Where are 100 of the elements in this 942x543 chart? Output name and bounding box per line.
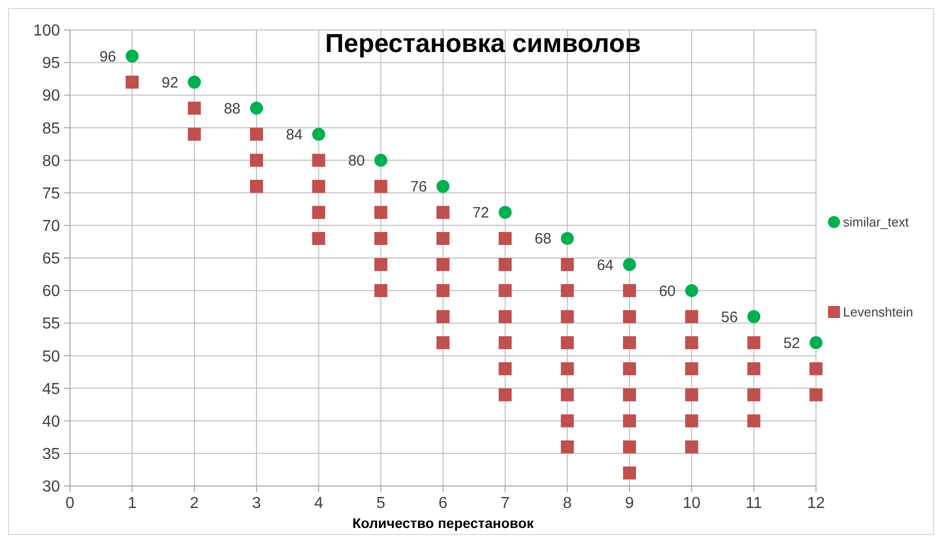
x-tick-label: 6: [438, 495, 448, 512]
point: [498, 388, 512, 402]
point: [685, 310, 698, 324]
y-tick-label: 40: [42, 413, 60, 430]
point: [374, 258, 388, 272]
point: [498, 336, 512, 350]
point: [436, 180, 450, 193]
point: [498, 310, 512, 324]
point: [623, 466, 636, 480]
y-tick-label: 80: [42, 152, 60, 170]
point: [436, 336, 450, 350]
data-label: 52: [783, 334, 800, 352]
point: [188, 76, 201, 89]
point: [498, 232, 512, 245]
data-label: 72: [472, 204, 490, 222]
data-label: 88: [224, 100, 240, 118]
y-tick-label: 55: [42, 316, 60, 333]
x-tick-label: 1: [128, 495, 137, 512]
point: [312, 128, 326, 141]
point: [623, 414, 636, 428]
y-tick-label: 95: [42, 55, 60, 72]
point: [374, 206, 388, 219]
data-label: 56: [721, 308, 738, 326]
y-tick-label: 45: [42, 380, 60, 398]
point: [374, 180, 388, 193]
y-tick-label: 90: [42, 88, 60, 105]
data-label: 96: [99, 48, 116, 66]
point: [685, 362, 698, 376]
x-tick-label: 7: [500, 495, 510, 512]
point: [623, 258, 636, 272]
point: [312, 180, 326, 193]
x-tick-label: 11: [746, 495, 762, 512]
point: [747, 310, 760, 324]
y-tick-label: 100: [33, 22, 60, 40]
point: [623, 336, 636, 350]
x-tick-label: 0: [66, 495, 75, 512]
point: [623, 388, 636, 402]
point: [747, 388, 760, 402]
point: [188, 102, 201, 115]
point: [498, 258, 512, 272]
data-label: 60: [658, 282, 676, 300]
data-label: 64: [596, 256, 614, 274]
y-tick-label: 50: [42, 348, 60, 366]
x-tick-label: 3: [252, 495, 262, 512]
y-tick-label: 30: [42, 478, 60, 496]
point: [685, 388, 698, 402]
point: [498, 206, 512, 219]
point: [126, 76, 139, 89]
point: [312, 206, 326, 219]
x-tick-label: 2: [190, 495, 199, 512]
point: [560, 388, 574, 402]
point: [623, 310, 636, 324]
point: [685, 284, 698, 298]
point: [560, 258, 574, 272]
y-tick-label: 75: [42, 185, 60, 202]
point: [436, 232, 450, 245]
y-tick-label: 35: [42, 446, 60, 464]
x-tick-label: 5: [376, 495, 386, 512]
point: [436, 310, 450, 324]
y-tick-label: 70: [42, 218, 60, 236]
x-tick-label: 4: [314, 495, 324, 512]
point: [560, 284, 574, 298]
point: [250, 180, 263, 193]
point: [747, 362, 760, 376]
x-tick-label: 8: [562, 495, 572, 512]
point: [560, 414, 574, 428]
point: [560, 362, 574, 376]
point: [810, 362, 822, 376]
data-label: 80: [348, 152, 365, 170]
point: [747, 414, 760, 428]
x-axis-title: Количество перестановок: [352, 515, 535, 531]
point: [747, 336, 760, 350]
x-tick-label: 9: [625, 495, 634, 512]
chart-title: Перестановка символов: [325, 28, 641, 58]
data-label: 76: [410, 178, 427, 196]
point: [374, 284, 388, 298]
point: [685, 414, 698, 428]
point: [560, 336, 574, 350]
point: [623, 284, 636, 298]
data-label: 68: [534, 230, 552, 248]
point: [685, 440, 698, 454]
point: [810, 388, 822, 402]
point: [312, 154, 326, 167]
point: [623, 362, 636, 376]
point: [436, 206, 450, 219]
point: [436, 258, 450, 272]
x-tick-label: 10: [682, 495, 701, 512]
point: [374, 232, 388, 245]
x-tick-label: 12: [807, 495, 825, 512]
point: [685, 336, 698, 350]
point: [126, 50, 139, 63]
point: [810, 336, 822, 350]
point: [560, 232, 574, 245]
y-tick-label: 65: [42, 250, 60, 268]
point: [436, 284, 450, 298]
data-label: 92: [162, 74, 178, 92]
point: [498, 362, 512, 376]
point: [312, 232, 326, 245]
point: [188, 128, 201, 141]
legend-label: similar_text: [843, 214, 910, 230]
